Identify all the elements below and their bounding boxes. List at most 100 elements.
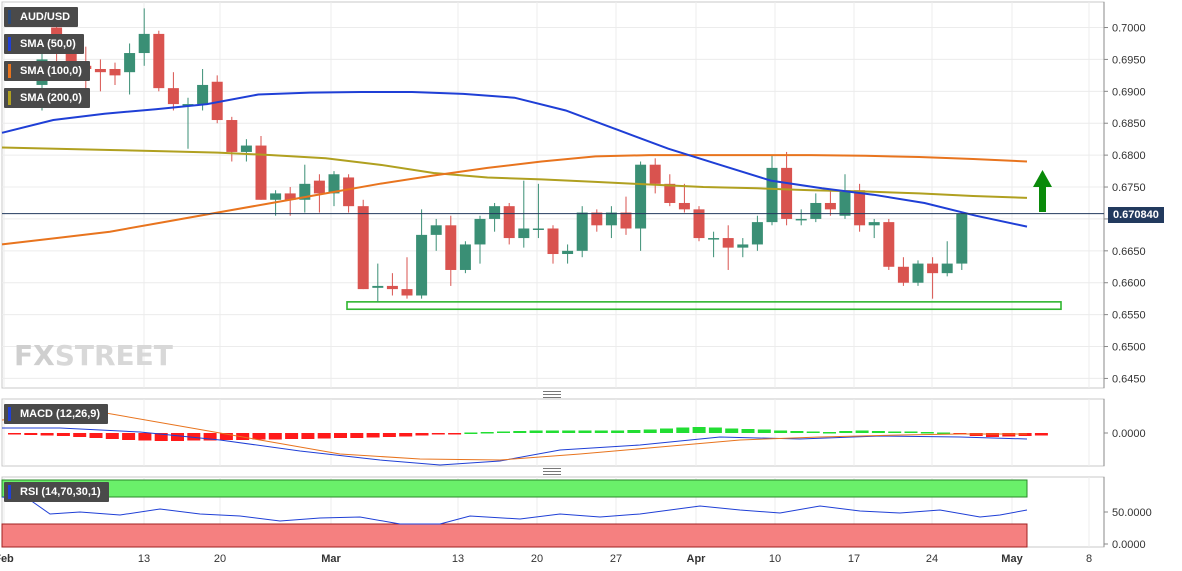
macd-histogram-bar [660,428,673,433]
legend-sma200[interactable]: SMA (200,0) [4,88,90,108]
legend-sma100[interactable]: SMA (100,0) [4,61,90,81]
legend-macd-swatch [8,407,11,421]
macd-histogram-bar [448,433,462,435]
macd-panel [1,411,1048,466]
panel-resize-handle-macd[interactable] [543,391,561,398]
macd-histogram-bar [611,430,625,433]
candle-body [518,228,530,239]
macd-histogram-bar [855,430,869,433]
macd-histogram-bar [334,433,347,438]
candle-body [489,206,501,219]
macd-histogram-bar [415,433,429,436]
candle-body [65,53,77,66]
legend-symbol[interactable]: AUD/USD [4,7,79,27]
candle-body [372,285,384,288]
macd-histogram-bar [774,430,788,433]
sma100-line [1,154,1028,246]
y-tick-label: 0.6450 [1112,373,1146,385]
legend-symbol-swatch [8,10,11,24]
candle-body [138,33,150,54]
y-tick-label: 0.6650 [1112,246,1146,258]
legend-sma100-swatch [8,64,11,78]
macd-histogram-bar [904,431,918,433]
panel-resize-handle-rsi[interactable] [543,468,561,475]
macd-histogram-bar [920,432,934,434]
macd-histogram-bar [757,429,771,433]
macd-histogram-bar [1002,433,1016,437]
macd-histogram-bar [529,430,543,433]
macd-histogram-bar [480,432,494,434]
candle-body [693,209,705,239]
candle-body [781,167,793,219]
macd-histogram-bar [708,427,722,433]
candle-body [474,218,486,245]
candle-body [912,263,924,283]
macd-histogram-bar [464,432,478,434]
macd-histogram-bar [562,430,576,433]
macd-histogram-bar [888,431,902,433]
macd-histogram-bar [301,433,315,439]
candle-body [284,193,296,200]
legend-sma50[interactable]: SMA (50,0) [4,34,84,54]
candle-body [868,222,880,226]
candle-body [211,81,223,121]
candle-body [824,202,836,210]
candle-body [854,190,866,226]
candle-body [956,213,968,264]
y-tick-label: 0.6850 [1112,118,1146,130]
macd-histogram-bar [317,433,331,439]
candle-body [197,84,209,105]
x-tick-label: 17 [848,553,860,565]
candle-body [839,190,851,216]
candle-body [94,68,106,73]
x-tick-label: Mar [321,553,341,565]
candle-body [927,263,939,274]
candle-body [751,222,763,245]
candle-body [795,218,807,221]
bullish-arrow-head [1033,170,1052,187]
macd-histogram-bar [187,433,201,441]
macd-histogram-bar [24,433,38,435]
y-tick-label: 0.7000 [1112,23,1146,35]
candle-body [547,228,559,255]
candle-body [708,238,720,240]
macd-histogram-bar [138,433,152,441]
candle-body [226,120,238,152]
candle-body [153,33,165,89]
x-tick-label: 13 [452,553,464,565]
x-tick-label: 8 [1086,553,1092,565]
legend-macd[interactable]: MACD (12,26,9) [4,404,109,424]
macd-histogram-bar [937,432,951,434]
candle-body [459,244,471,270]
macd-histogram-bar [806,431,820,433]
candle-body [167,88,179,105]
macd-histogram-bar [725,428,739,433]
candle-body [503,206,515,239]
rsi-overbought-band [1,479,1028,498]
rsi-y-tick-label: 0.0000 [1112,539,1146,551]
macd-histogram-bar [969,433,983,436]
macd-histogram-bar [594,430,608,433]
candle-body [635,164,647,229]
legend-rsi[interactable]: RSI (14,70,30,1) [4,482,109,502]
macd-signal-line [1,411,1027,461]
x-tick-label: 24 [926,553,938,565]
macd-histogram-bar [203,433,217,441]
macd-histogram-bar [643,429,657,433]
fxstreet-watermark: FXSTREET [14,339,173,372]
candle-body [766,167,778,223]
macd-histogram-bar [741,429,755,433]
rsi-y-tick-label: 50.0000 [1112,507,1152,519]
macd-histogram-bar [252,433,266,440]
macd-histogram-bar [285,433,299,439]
macd-histogram-bar [268,433,282,440]
last-price-badge: 0.670840 [1108,207,1164,223]
candle-body [678,202,690,210]
candle-body [270,193,282,200]
macd-histogram-bar [513,431,527,433]
macd-y-tick-label: 0.0000 [1112,428,1146,440]
macd-histogram-bar [89,433,103,438]
macd-histogram-bar [545,430,559,433]
candle-body [649,164,661,184]
